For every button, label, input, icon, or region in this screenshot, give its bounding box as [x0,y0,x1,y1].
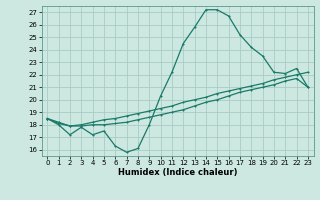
X-axis label: Humidex (Indice chaleur): Humidex (Indice chaleur) [118,168,237,177]
